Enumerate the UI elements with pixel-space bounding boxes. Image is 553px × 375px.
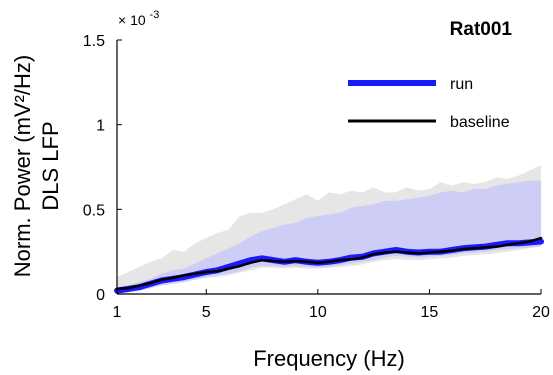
chart-title: Rat001 — [450, 19, 513, 40]
y-multiplier-base: × 10 — [118, 12, 146, 28]
x-tick-label: 1 — [113, 304, 122, 321]
x-tick-label: 20 — [532, 304, 550, 321]
y-multiplier: × 10 -3 — [118, 9, 159, 28]
y-axis-label-line-2: DLS LFP — [38, 121, 63, 210]
y-tick-label: 1 — [96, 118, 105, 135]
y-axis-label-line-1: Norm. Power (mV²/Hz) — [10, 55, 35, 277]
y-tick-label: 0 — [96, 287, 105, 304]
variance-bands — [117, 165, 541, 294]
legend-label-run: run — [450, 76, 473, 93]
x-tick-label: 10 — [309, 304, 327, 321]
y-tick-label: 0.5 — [83, 202, 105, 219]
x-axis-label: Frequency (Hz) — [253, 346, 405, 371]
x-tick-label: 5 — [202, 304, 211, 321]
mean-lines — [114, 236, 544, 294]
legend-label-baseline: baseline — [450, 114, 510, 131]
legend: run baseline — [348, 76, 510, 131]
x-tick-label: 15 — [421, 304, 439, 321]
y-multiplier-exponent: -3 — [150, 9, 160, 21]
y-tick-label: 1.5 — [83, 33, 105, 50]
line-baseline — [115, 236, 543, 291]
band-run — [117, 180, 541, 294]
